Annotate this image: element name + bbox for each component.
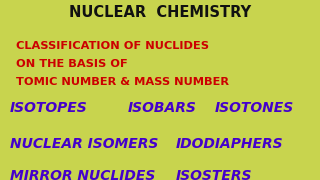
Text: CLASSIFICATION OF NUCLIDES: CLASSIFICATION OF NUCLIDES (16, 41, 209, 51)
Text: ISOTOPES: ISOTOPES (10, 101, 87, 115)
Text: TOMIC NUMBER & MASS NUMBER: TOMIC NUMBER & MASS NUMBER (16, 77, 229, 87)
Text: NUCLEAR  CHEMISTRY: NUCLEAR CHEMISTRY (69, 5, 251, 20)
Text: NUCLEAR ISOMERS: NUCLEAR ISOMERS (10, 137, 158, 151)
Text: ISOTONES: ISOTONES (214, 101, 294, 115)
Text: ISOSTERS: ISOSTERS (176, 169, 252, 180)
Text: ON THE BASIS OF: ON THE BASIS OF (16, 59, 128, 69)
Text: IDODIAPHERS: IDODIAPHERS (176, 137, 284, 151)
Text: MIRROR NUCLIDES: MIRROR NUCLIDES (10, 169, 155, 180)
Text: ISOBARS: ISOBARS (128, 101, 197, 115)
